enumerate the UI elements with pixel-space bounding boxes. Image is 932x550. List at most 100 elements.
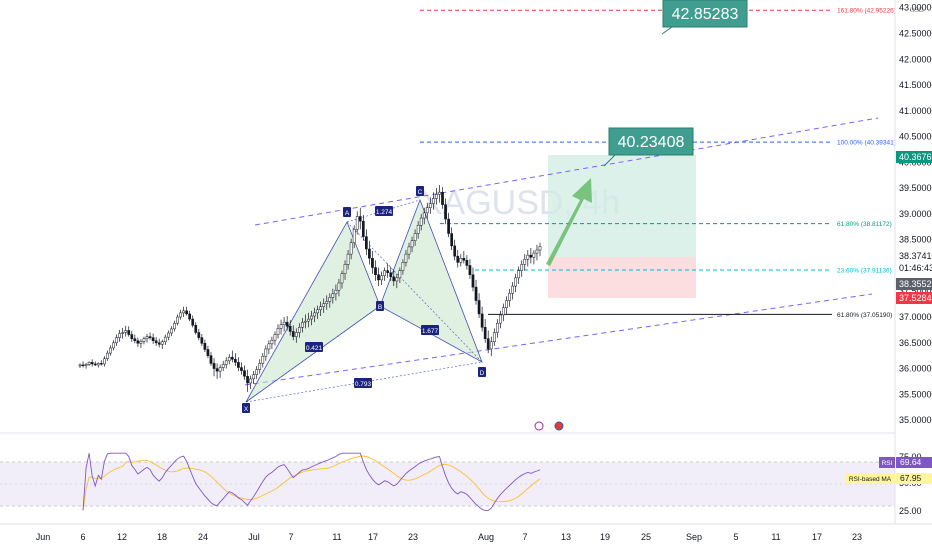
price-tick: 42.00000 [899, 54, 932, 64]
candle-body [349, 242, 353, 255]
channel-lower-line[interactable] [244, 293, 873, 386]
target-top-value: 42.85283 [672, 6, 739, 23]
candle-body [477, 300, 481, 315]
candle-body [450, 233, 454, 247]
candle-body [261, 355, 265, 364]
candle-body [401, 262, 405, 271]
point-c-label: C [418, 189, 423, 196]
candle-body [374, 267, 377, 275]
candle-body [447, 218, 450, 234]
rsi-tick-25: 25.00 [899, 506, 922, 516]
candle-body [139, 340, 143, 344]
candle-body [313, 312, 316, 317]
candle-body [456, 255, 460, 263]
candle-body [368, 248, 371, 259]
price-tick: 36.00000 [899, 364, 932, 374]
time-tick: 24 [198, 532, 208, 542]
candle-body [218, 367, 222, 372]
fib-level-label: 61.80% (38.81172) [837, 221, 892, 228]
long-position-tool[interactable] [548, 155, 696, 298]
channel-upper-line[interactable] [254, 117, 879, 226]
price-tag-value: 40.36765 [899, 152, 932, 162]
target-callout-mid[interactable]: 40.23408 [603, 127, 694, 167]
candle-body [255, 369, 259, 376]
rsi-line [82, 452, 541, 511]
candle-body [352, 229, 356, 244]
price-tag-bg [896, 262, 932, 274]
rsi-label: RSI [882, 460, 893, 467]
target-arrow[interactable] [546, 178, 592, 266]
candle-body [170, 328, 173, 334]
candle-body [237, 362, 240, 368]
price-tag-value: 38.35526 [899, 279, 932, 289]
price-tick: 37.50000 [899, 286, 932, 296]
rsi-ma-value: 67.95 [900, 473, 922, 483]
candle-body [145, 336, 149, 339]
loss-zone [548, 257, 696, 298]
time-tick: 7 [522, 532, 527, 542]
candle-body [419, 217, 423, 226]
candle-body [234, 359, 237, 363]
candle-body [337, 282, 341, 291]
candle-body [410, 240, 414, 248]
candle-body [459, 258, 463, 263]
candle-body [532, 252, 536, 258]
candle-body [404, 253, 408, 263]
price-tag-bg [896, 292, 932, 304]
candle-body [252, 374, 255, 380]
candle-body [465, 260, 469, 266]
candle-body [355, 216, 359, 230]
candle-body [331, 293, 335, 298]
candle-body [334, 289, 338, 295]
candle-body [96, 363, 100, 366]
rsi-axis: 75.00 50.00 25.00 RSI 69.64 RSI-based MA… [846, 452, 932, 516]
ratio-abc: 1.274 [376, 209, 393, 216]
candle-body [276, 328, 280, 335]
candle-body [310, 315, 313, 320]
candle-body [508, 293, 511, 301]
event-icons[interactable] [534, 421, 564, 431]
time-tick: 19 [600, 532, 610, 542]
fib-level-label: 23.60% (37.91136) [837, 268, 892, 275]
candle-body [413, 233, 417, 241]
price-tag-bg [896, 250, 932, 262]
candle-body [307, 318, 310, 322]
candle-body [505, 300, 508, 308]
candle-body [212, 363, 216, 369]
time-tick: 23 [408, 532, 418, 542]
candle-body [392, 276, 396, 282]
candlestick-series [78, 185, 542, 392]
candle-body [444, 204, 447, 220]
candle-body [322, 303, 326, 307]
candle-body [407, 246, 411, 255]
candle-body [328, 297, 332, 302]
candle-body [395, 277, 399, 282]
candle-body [81, 364, 85, 367]
candle-body [282, 321, 286, 325]
time-tick: 25 [641, 532, 651, 542]
time-axis[interactable]: Jun 6 12 18 24 Jul 7 11 17 23 Aug 7 13 19 25 Sep 5 11 17 23 [36, 532, 862, 542]
candle-body [200, 337, 204, 344]
time-tick: 11 [332, 532, 341, 542]
candle-body [471, 274, 475, 288]
candle-body [316, 309, 319, 314]
fib-level-label: 100.00% (40.39341) [837, 140, 896, 147]
candle-body [148, 336, 152, 338]
candle-body [535, 249, 539, 254]
rsi-pane[interactable] [0, 452, 895, 511]
candle-body [194, 325, 198, 333]
time-tick: 5 [733, 532, 738, 542]
candle-body [157, 342, 161, 345]
candle-body [151, 337, 155, 341]
target-callout-top[interactable]: 42.85283 [661, 0, 748, 35]
candle-body [496, 322, 499, 333]
candle-body [432, 198, 435, 204]
price-axis[interactable]: 43.00000 42.50000 42.00000 41.50000 41.00000… [899, 3, 932, 425]
point-a-label: A [345, 210, 350, 217]
price-tag-bg [896, 151, 932, 163]
candle-body [133, 338, 137, 341]
candle-body [130, 334, 134, 339]
candle-body [514, 277, 517, 287]
